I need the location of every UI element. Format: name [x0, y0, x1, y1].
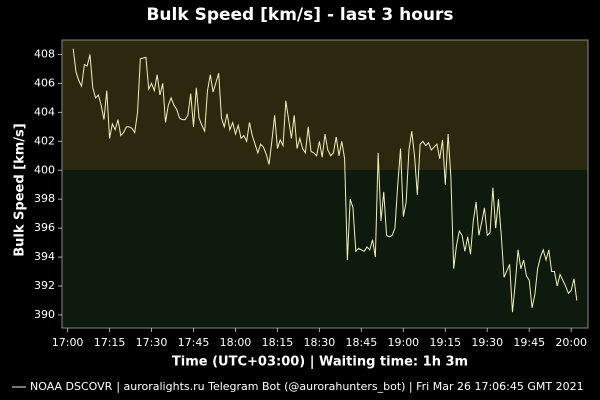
x-tick-label: 19:30 [471, 336, 503, 349]
x-tick-label: 18:30 [304, 336, 336, 349]
data-line [72, 48, 578, 313]
y-tick-label: 394 [34, 250, 55, 263]
background-band [62, 170, 588, 328]
x-tick-label: 19:45 [513, 336, 545, 349]
x-tick-label: 19:15 [429, 336, 461, 349]
y-axis-label: Bulk Speed [km/s] [13, 123, 28, 257]
y-tick-label: 408 [34, 47, 55, 60]
y-tick-label: 402 [34, 134, 55, 147]
x-tick-label: 19:00 [387, 336, 419, 349]
y-tick-label: 390 [34, 308, 55, 321]
y-tick-label: 406 [34, 76, 55, 89]
x-tick-label: 17:30 [136, 336, 168, 349]
y-tick-label: 404 [34, 105, 55, 118]
x-tick-label: 18:00 [220, 336, 252, 349]
x-tick-label: 17:45 [178, 336, 210, 349]
legend-label: NOAA DSCOVR [30, 380, 113, 393]
background-band [62, 40, 588, 171]
y-tick-label: 400 [34, 163, 55, 176]
y-tick-label: 392 [34, 279, 55, 292]
x-tick-label: 18:15 [262, 336, 294, 349]
y-tick-label: 398 [34, 192, 55, 205]
x-tick-label: 18:45 [346, 336, 378, 349]
x-tick-label: 20:00 [555, 336, 587, 349]
plot-frame [61, 39, 589, 329]
x-tick-label: 17:00 [52, 336, 84, 349]
footer: | auroralights.ru Telegram Bot (@aurorah… [116, 380, 583, 393]
x-tick-label: 17:15 [94, 336, 126, 349]
y-tick-label: 396 [34, 221, 55, 234]
chart-title: Bulk Speed [km/s] - last 3 hours [146, 5, 453, 25]
x-axis-label: Time (UTC+03:00) | Waiting time: 1h 3m [172, 355, 468, 370]
